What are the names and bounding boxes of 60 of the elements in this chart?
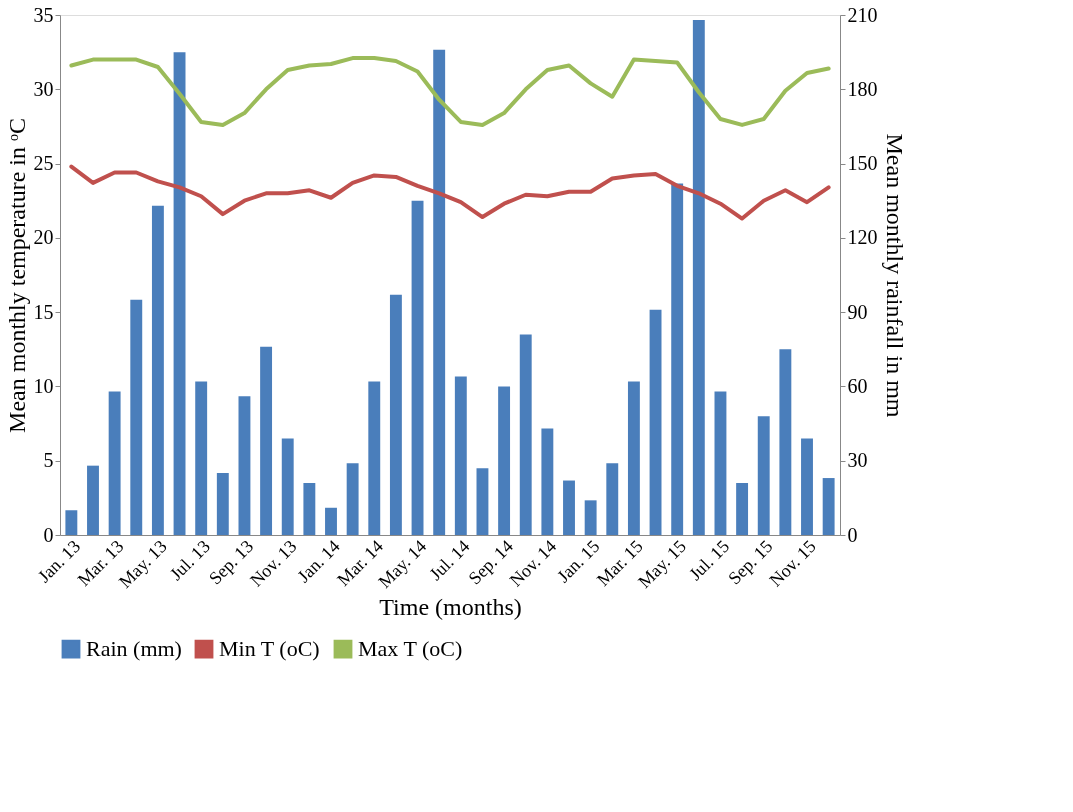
bar [563, 480, 575, 535]
y2-tick-label: 0 [847, 523, 858, 546]
y-tick-label: 15 [33, 300, 54, 323]
y2-tick-label: 120 [847, 226, 878, 249]
bar [368, 381, 381, 535]
y-tick-label: 25 [33, 152, 54, 175]
bar [130, 299, 143, 535]
bar [389, 294, 402, 535]
bar [238, 396, 251, 535]
y-tick-label: 10 [33, 374, 54, 397]
y-tick-label: 0 [43, 523, 54, 546]
y2-tick-label: 180 [847, 77, 878, 100]
y2-tick-label: 210 [847, 3, 878, 26]
bar [692, 19, 705, 535]
bar [454, 376, 467, 535]
bar [108, 391, 121, 535]
bar [584, 500, 597, 535]
legend-label: Max T (oC) [358, 636, 463, 662]
y2-tick-label: 30 [847, 449, 868, 472]
bar [216, 473, 229, 535]
bar [779, 349, 792, 535]
y-tick-label: 35 [33, 3, 54, 26]
bar [671, 183, 684, 535]
bar [346, 463, 359, 535]
bar [303, 483, 316, 535]
bar [195, 381, 208, 535]
bar [173, 52, 186, 535]
line-series [69, 56, 831, 127]
x-axis-title: Time (months) [379, 593, 522, 620]
bar [281, 438, 294, 535]
y2-tick-label: 60 [847, 374, 868, 397]
bar [476, 468, 489, 535]
y-tick-label: 30 [33, 77, 54, 100]
bar [151, 205, 164, 535]
legend-label: Rain (mm) [86, 636, 182, 662]
bar [649, 309, 662, 535]
bar [87, 465, 99, 535]
y-tick-label: 20 [33, 226, 54, 249]
bar [736, 483, 749, 535]
bar [801, 438, 813, 535]
bar [757, 416, 770, 535]
y-axis-title: Mean monthly temperature in ᵒC [3, 118, 30, 433]
bar [65, 510, 78, 535]
bar [498, 386, 511, 535]
y2-axis-title: Mean monthly rainfall in mm [881, 133, 908, 418]
bar [822, 478, 835, 535]
bar [714, 391, 727, 535]
bar [260, 346, 273, 535]
bar [433, 49, 446, 535]
bar [627, 381, 640, 535]
legend-label: Min T (oC) [219, 636, 320, 662]
y2-tick-label: 90 [847, 300, 868, 323]
bar [606, 463, 619, 535]
y2-tick-label: 150 [847, 152, 878, 175]
bar [325, 507, 337, 535]
bar [519, 334, 532, 535]
bar [541, 428, 554, 535]
y-tick-label: 5 [43, 449, 54, 472]
line-series [69, 164, 831, 221]
bar [411, 200, 424, 535]
